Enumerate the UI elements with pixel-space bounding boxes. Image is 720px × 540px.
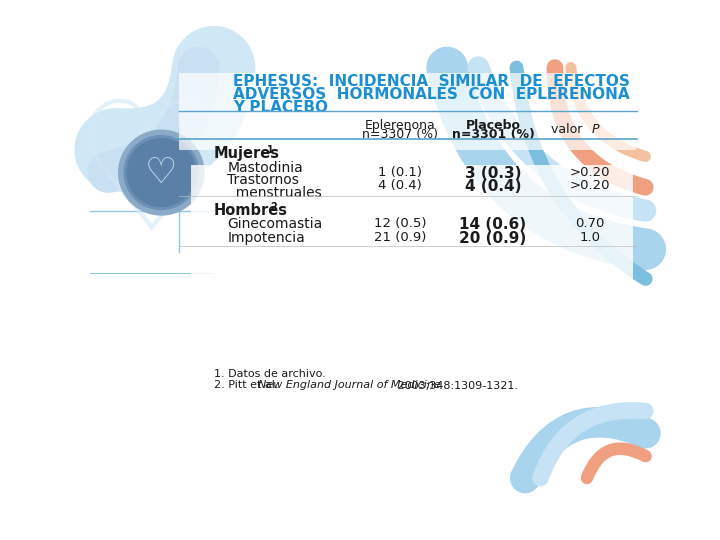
Text: 3 (0.3): 3 (0.3) — [464, 166, 521, 181]
FancyBboxPatch shape — [191, 165, 632, 392]
Text: Placebo: Placebo — [466, 119, 521, 132]
Text: 4 (0.4): 4 (0.4) — [464, 179, 521, 194]
Text: menstruales: menstruales — [228, 186, 322, 200]
Text: Hombres: Hombres — [214, 204, 288, 218]
Text: >0.20: >0.20 — [570, 179, 610, 192]
Text: n=3307 (%): n=3307 (%) — [362, 128, 438, 141]
Text: 2. Pitt et al.: 2. Pitt et al. — [214, 381, 282, 390]
Text: ♡: ♡ — [145, 156, 178, 190]
Text: Y PLACEBO: Y PLACEBO — [233, 100, 328, 115]
Text: 2: 2 — [271, 202, 277, 212]
Text: 1. Datos de archivo.: 1. Datos de archivo. — [214, 369, 325, 379]
Text: 20 (0.9): 20 (0.9) — [459, 231, 526, 246]
Text: ADVERSOS  HORMONALES  CON  EPLERENONA: ADVERSOS HORMONALES CON EPLERENONA — [233, 87, 630, 102]
Text: Impotencia: Impotencia — [228, 231, 305, 245]
Text: Trastornos: Trastornos — [228, 173, 299, 187]
Circle shape — [124, 136, 199, 210]
Text: 1: 1 — [266, 145, 274, 155]
FancyBboxPatch shape — [179, 72, 636, 150]
Text: 21 (0.9): 21 (0.9) — [374, 231, 426, 244]
Text: 1 (0.1): 1 (0.1) — [378, 166, 422, 179]
Circle shape — [119, 130, 204, 215]
Text: valor: valor — [551, 123, 586, 136]
Text: 2003;348:1309-1321.: 2003;348:1309-1321. — [394, 381, 518, 390]
Text: 12 (0.5): 12 (0.5) — [374, 217, 426, 230]
Text: EPHESUS:  INCIDENCIA  SIMILAR  DE  EFECTOS: EPHESUS: INCIDENCIA SIMILAR DE EFECTOS — [233, 74, 630, 89]
Text: ♡: ♡ — [71, 92, 233, 268]
Text: 1.0: 1.0 — [580, 231, 600, 244]
Text: P: P — [591, 123, 599, 136]
Circle shape — [127, 139, 195, 206]
Text: n=3301 (%): n=3301 (%) — [451, 128, 534, 141]
Text: Mastodinia: Mastodinia — [228, 161, 303, 175]
Text: 4 (0.4): 4 (0.4) — [378, 179, 422, 192]
Text: Eplerenona: Eplerenona — [364, 119, 436, 132]
Text: Ginecomastia: Ginecomastia — [228, 217, 323, 231]
Text: Mujeres: Mujeres — [214, 146, 280, 161]
Text: 14 (0.6): 14 (0.6) — [459, 217, 526, 232]
Text: 0.70: 0.70 — [575, 217, 605, 230]
Text: >0.20: >0.20 — [570, 166, 610, 179]
Text: New England Journal of Medicine: New England Journal of Medicine — [258, 381, 441, 390]
